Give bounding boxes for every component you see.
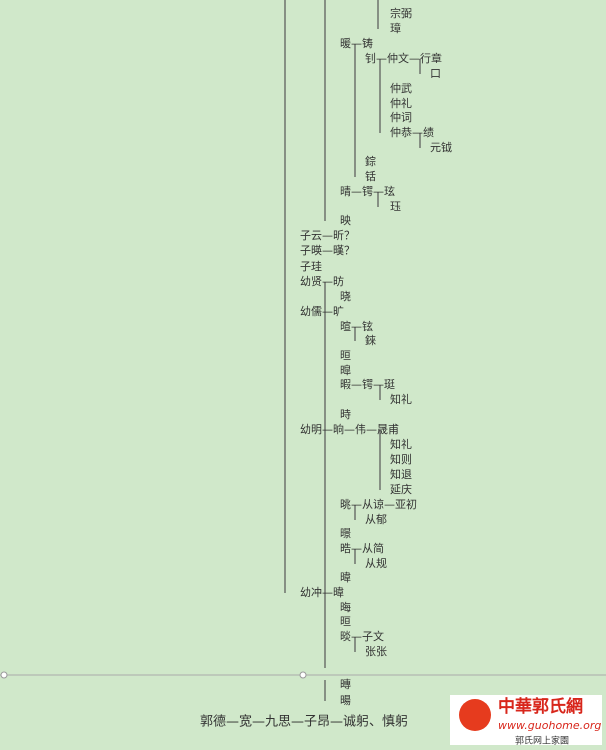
logo-tagline: 郭氏网上家園 <box>515 735 569 747</box>
node-label: 暄—铉 <box>340 319 373 333</box>
node-label: 仲礼 <box>390 96 412 110</box>
node-label: 晀—从谅—亚初 <box>340 497 417 511</box>
node-label: 知礼 <box>390 437 412 451</box>
node-label: 晧—从简 <box>340 541 384 555</box>
footer: 郭德—宽—九思—子昂—诚躬、慎躬 <box>200 714 408 730</box>
node-label: 晅 <box>340 349 351 362</box>
node-label: 暭 <box>340 364 351 377</box>
node-label: 暐 <box>340 570 351 584</box>
logo-name: 中華郭氏網 <box>498 696 583 717</box>
connectors <box>0 0 606 701</box>
node-label: 暘 <box>340 694 351 707</box>
node-label: 晱—子文 <box>340 629 384 643</box>
node-label: 知礼 <box>390 392 412 406</box>
node-label: 幼贤—昉 <box>300 275 344 288</box>
node-label: 錝 <box>365 154 376 168</box>
node-label: 知退 <box>390 467 412 481</box>
node-label: 暖—铸 <box>340 36 373 50</box>
node-label: 珏 <box>390 200 401 213</box>
node-label: 幼冲—暐 <box>300 585 344 599</box>
logo-emblem <box>459 699 491 731</box>
node-label: 晦 <box>340 601 351 614</box>
node-label: 宗弼 <box>390 6 412 20</box>
node-label: 从规 <box>365 556 387 570</box>
node-label: 仲武 <box>390 81 412 95</box>
node-label: 暇—锷—珽 <box>340 377 395 391</box>
node-label: 暷 <box>340 678 351 691</box>
logo: 中華郭氏網 www.guohome.org 郭氏网上家園 <box>450 695 602 747</box>
node-label: 口 <box>430 67 441 80</box>
node-label: 時 <box>340 408 351 421</box>
node-label: 延庆 <box>390 482 412 496</box>
node-label: 从郁 <box>365 512 387 526</box>
node-label: 知则 <box>390 452 412 466</box>
node-label: 仲词 <box>390 110 412 124</box>
node-label: 晓 <box>340 290 351 303</box>
node-label: 钊—仲文—行章 <box>365 51 442 65</box>
node-label: 暻 <box>340 527 351 540</box>
node-label: 子云—昕？ <box>300 229 355 242</box>
node-label: 映 <box>340 214 351 227</box>
node-label: 张张 <box>365 645 387 658</box>
node-label: 铦 <box>365 169 376 183</box>
node-label: 晴—锷—玹 <box>340 184 395 198</box>
logo-url: www.guohome.org <box>498 719 601 732</box>
node-label: 子暎—暵？ <box>300 244 355 257</box>
node-label: 仲恭—绩 <box>390 125 434 139</box>
node-label: 幼儒—旷 <box>300 304 344 318</box>
node-label: 幼明—晌—伟—晟甫 <box>300 423 399 436</box>
node-label: 璋 <box>390 21 401 35</box>
node-label: 子珪 <box>300 259 322 273</box>
nodes: 宗弼璋暖—铸钊—仲文—行章口仲武仲礼仲词仲恭—绩元钺錝铦晴—锷—玹珏映子云—昕？… <box>300 6 452 707</box>
node-label: 晅 <box>340 615 351 628</box>
node-label: 錸 <box>365 333 376 347</box>
node-label: 元钺 <box>430 140 452 154</box>
